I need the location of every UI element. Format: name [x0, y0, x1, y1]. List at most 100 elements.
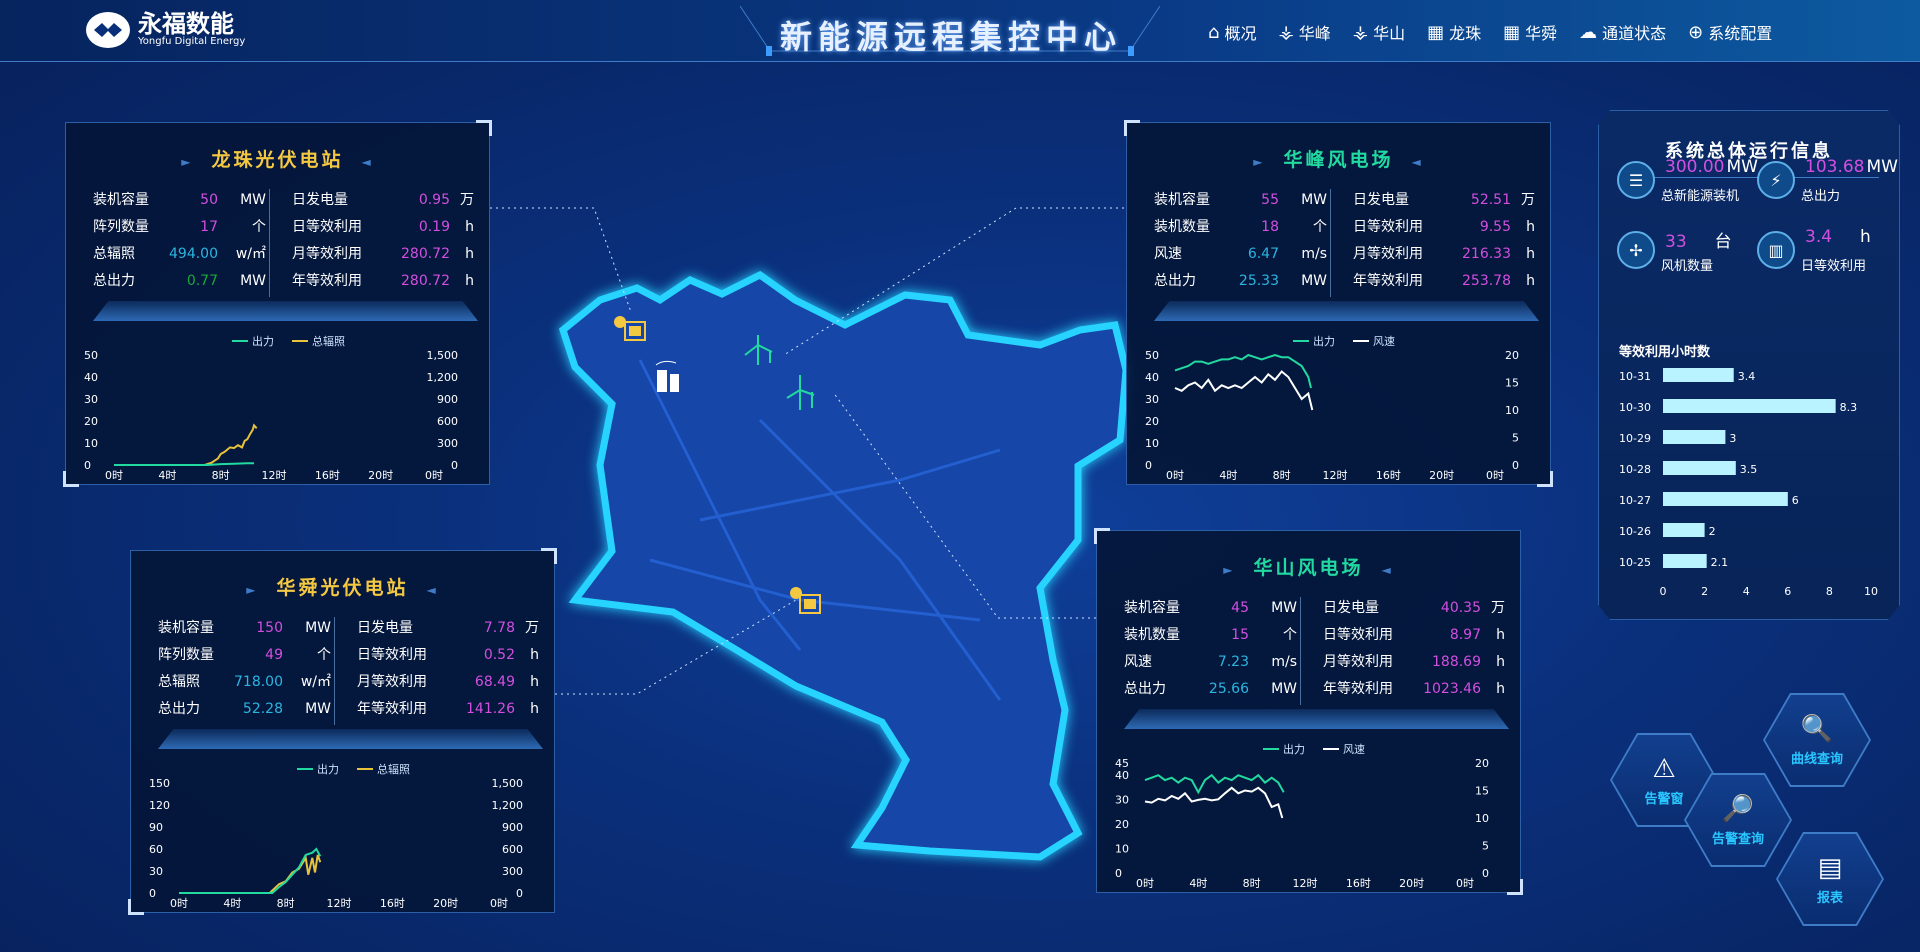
stat-row: 阵列数量 49 个 [131, 645, 331, 665]
stat-unit: 个 [252, 219, 266, 235]
stat-row: 总出力 52.28 MW [131, 699, 331, 719]
leader-line [783, 207, 1124, 356]
y-left-tick-label: 0 [149, 887, 156, 900]
stat-label: 总辐照 [93, 246, 135, 262]
stat-label: 日等效利用 [1801, 259, 1867, 274]
y-right-tick-label: 300 [437, 437, 458, 450]
arrow-right-icon: ► [1253, 155, 1266, 169]
corner-decoration [1094, 528, 1110, 544]
y-left-tick-label: 20 [84, 415, 98, 428]
x-tick-label: 4时 [223, 897, 241, 910]
stat-label: 年等效利用 [357, 701, 427, 717]
stat-row: 装机容量 45 MW [1097, 598, 1297, 618]
nav-label: 华舜 [1525, 24, 1558, 43]
divider [1300, 597, 1301, 705]
corner-decoration [128, 899, 144, 915]
stat-row: 总出力 0.77 MW [66, 271, 266, 291]
action-button-alarm-window[interactable]: ⚠ 告警窗 [1610, 733, 1718, 827]
solar-station-marker-longzhu[interactable] [614, 316, 646, 341]
x-tick-label: 4时 [158, 469, 176, 482]
y-left-tick-label: 10 [1115, 843, 1129, 856]
nav-item-1[interactable]: ⚶ 华峰 [1278, 20, 1330, 44]
action-button-report-calendar[interactable]: ▤ 报表 [1776, 832, 1884, 926]
stat-label: 阵列数量 [158, 647, 214, 663]
arrow-right-icon: ► [1223, 563, 1236, 577]
x-tick-label: 0时 [170, 897, 188, 910]
y-left-tick-label: 40 [1115, 769, 1129, 782]
x-tick-label: 16时 [1346, 877, 1371, 890]
nav-item-0[interactable]: ⌂ 概况 [1208, 20, 1256, 44]
stat-label: 装机容量 [1124, 600, 1180, 616]
legend-label[interactable]: 风速 [1373, 335, 1395, 348]
stat-label: 装机容量 [1154, 192, 1210, 208]
x-tick-label: 0 [1660, 585, 1667, 598]
series-line-secondary [1174, 370, 1314, 411]
action-button-curve-search[interactable]: 🔍 曲线查询 [1763, 693, 1871, 787]
legend-label[interactable]: 出力 [1283, 742, 1305, 756]
wind-farm-marker-huashan[interactable] [786, 375, 815, 410]
legend-label[interactable]: 出力 [1313, 334, 1335, 348]
stat-value: 7.78 [483, 620, 515, 636]
legend-label[interactable]: 总辐照 [377, 762, 410, 776]
bar-value-label: 2.1 [1711, 556, 1728, 569]
legend-label[interactable]: 风速 [1343, 743, 1365, 756]
y-left-tick-label: 30 [149, 865, 163, 878]
stat-label: 风速 [1154, 246, 1182, 262]
action-button-alarm-search[interactable]: 🔎 告警查询 [1684, 773, 1792, 867]
x-tick-label: 0时 [105, 469, 123, 482]
stat-unit: 个 [1283, 627, 1297, 643]
x-tick-label: 8时 [1243, 877, 1261, 890]
nav-label: 华峰 [1298, 24, 1331, 43]
stat-value: 0.19 [418, 219, 450, 235]
stat-label: 装机容量 [93, 192, 149, 208]
y-right-tick-label: 20 [1505, 349, 1519, 362]
stat-label: 装机数量 [1154, 219, 1210, 235]
stat-value: 103.68 MW [1805, 157, 1898, 177]
stat-row: 总出力 25.33 MW [1127, 271, 1327, 291]
corner-decoration [1507, 879, 1523, 895]
stat-unit: h [465, 219, 474, 235]
nav-item-6[interactable]: ⊕ 系统配置 [1688, 20, 1772, 44]
legend-label[interactable]: 出力 [252, 334, 274, 348]
stat-row: 装机数量 18 个 [1127, 217, 1327, 237]
x-tick-label: 6 [1784, 585, 1791, 598]
x-tick-label: 16时 [380, 897, 405, 910]
logo-subtitle: Yongfu Digital Energy [138, 36, 246, 47]
y-left-tick-label: 150 [149, 777, 170, 790]
stat-number: 103.68 [1805, 157, 1865, 177]
stat-unit: m/s [1301, 246, 1327, 262]
stat-unit: MW [1866, 157, 1898, 177]
nav-item-5[interactable]: ☁ 通道状态 [1579, 20, 1666, 44]
legend-label[interactable]: 总辐照 [312, 334, 345, 348]
solar-station-marker-huashun[interactable] [790, 587, 821, 614]
system-stat: ▥ 3.4 h 日等效利用 [1751, 227, 1900, 291]
stat-row: 年等效利用 141.26 h [349, 699, 539, 719]
decorative-banner [1124, 709, 1509, 729]
stat-unit: 万 [525, 620, 539, 636]
bar-category-label: 10-28 [1619, 463, 1651, 476]
y-left-tick-label: 50 [84, 349, 98, 362]
bar-category-label: 10-26 [1619, 525, 1651, 538]
nav-item-4[interactable]: ▦ 华舜 [1503, 20, 1557, 44]
legend-label[interactable]: 出力 [317, 762, 339, 776]
stat-unit: 个 [1313, 219, 1327, 235]
nav-item-2[interactable]: ⚶ 华山 [1353, 20, 1405, 44]
panel-longzhu-solar-station: ► 龙珠光伏电站 ◄ 装机容量 50 MW 阵列数量 17 个总辐照 494.00 w/㎡ 总出力 0.… [63, 120, 492, 487]
divider [269, 189, 270, 297]
stat-value: 52.28 [242, 701, 283, 717]
stat-row: 年等效利用 253.78 h [1345, 271, 1535, 291]
stat-unit: 个 [317, 647, 331, 663]
decorative-banner [1154, 301, 1539, 321]
bar [1663, 461, 1736, 475]
stat-label: 日等效利用 [1353, 219, 1423, 235]
bar [1663, 430, 1726, 444]
stat-value: 0.52 [483, 647, 515, 663]
y-left-tick-label: 30 [1145, 393, 1159, 406]
title-frame [740, 6, 1160, 56]
leader-line [490, 207, 632, 313]
divider [1619, 177, 1879, 178]
wind-farm-marker-huafeng[interactable] [744, 335, 773, 365]
nav-item-3[interactable]: ▦ 龙珠 [1427, 20, 1481, 44]
stat-unit: MW [1301, 192, 1327, 208]
